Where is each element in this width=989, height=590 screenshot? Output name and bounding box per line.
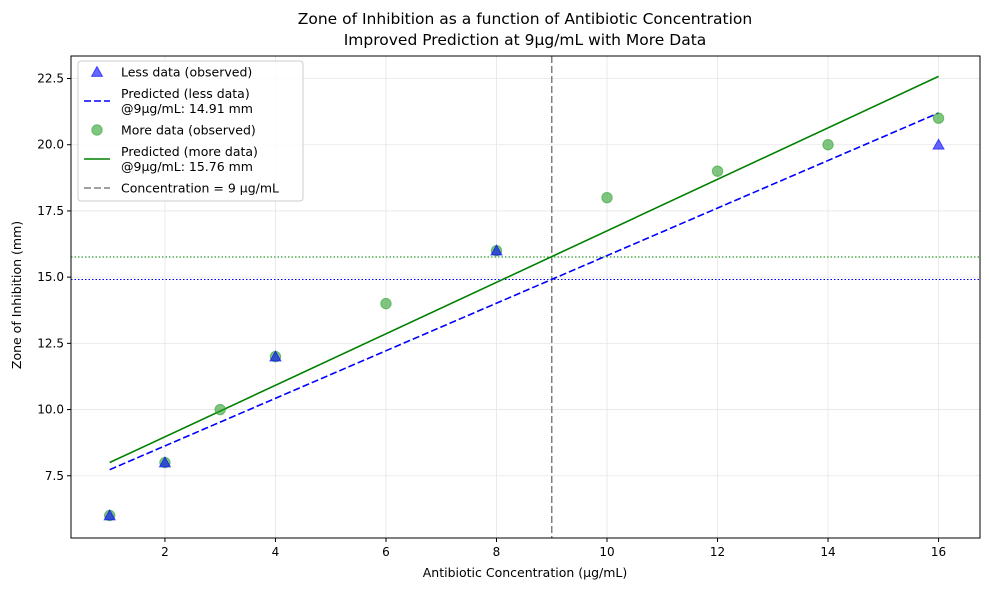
- legend-label-4: Concentration = 9 µg/mL: [121, 181, 279, 196]
- x-tick-label-0: 2: [161, 545, 169, 559]
- series-0-point-0: [103, 508, 117, 521]
- y-tick-label-2: 12.5: [37, 336, 64, 350]
- series-2-point-2: [214, 403, 226, 416]
- legend-label-1-line-2: @9µg/mL: 14.91 mm: [121, 101, 253, 116]
- series-2-point-9: [932, 112, 945, 124]
- series-line-3: [109, 75, 939, 464]
- x-tick-label-1: 4: [272, 545, 280, 559]
- legend: Less data (observed) Predicted (less data…: [77, 60, 304, 202]
- legend-marker-0: [90, 65, 104, 77]
- x-tick-label-7: 16: [931, 545, 946, 559]
- series-2-point-7: [711, 165, 724, 177]
- x-tick-label-2: 6: [382, 545, 390, 559]
- x-tick-label-3: 8: [493, 545, 501, 559]
- y-tick-label-5: 20.0: [37, 138, 64, 152]
- y-tick-label-1: 10.0: [37, 403, 64, 417]
- legend-marker-2: [91, 124, 103, 136]
- y-tick-label-6: 22.5: [37, 72, 64, 86]
- series-0-point-1: [158, 455, 172, 468]
- chart-subtitle: Improved Prediction at 9µg/mL with More …: [344, 31, 707, 49]
- plot-area: 2 4 6 8 10 12 14 16 7.5 10.0 12.5 15.0 17.5 20.0 22.5: [37, 55, 981, 559]
- legend-label-1-line-1: Predicted (less data): [121, 86, 250, 101]
- x-tick-label-6: 14: [820, 545, 835, 559]
- series-2-point-8: [822, 139, 834, 151]
- series-0-point-2: [269, 350, 282, 362]
- axes-frame: [70, 55, 981, 539]
- legend-label-0: Less data (observed): [121, 65, 252, 80]
- series-0-point-4: [932, 138, 945, 150]
- y-tick-label-4: 17.5: [37, 204, 64, 218]
- x-tick-label-4: 10: [599, 545, 614, 559]
- y-tick-label-3: 15.0: [37, 270, 64, 284]
- legend-label-2: More data (observed): [121, 123, 256, 138]
- series-0-point-3: [490, 244, 503, 256]
- chart-title: Zone of Inhibition as a function of Anti…: [298, 10, 753, 28]
- y-tick-label-0: 7.5: [45, 469, 64, 483]
- legend-box: [77, 60, 304, 202]
- series-2-point-6: [601, 191, 613, 204]
- x-axis-label: Antibiotic Concentration (µg/mL): [423, 565, 628, 580]
- legend-label-3-line-2: @9µg/mL: 15.76 mm: [121, 159, 253, 174]
- series-2-point-4: [380, 297, 392, 310]
- legend-label-3-line-1: Predicted (more data): [121, 144, 258, 159]
- x-tick-label-5: 12: [710, 545, 725, 559]
- series-line-1: [109, 112, 939, 471]
- y-axis-label: Zone of Inhibition (mm): [9, 221, 24, 369]
